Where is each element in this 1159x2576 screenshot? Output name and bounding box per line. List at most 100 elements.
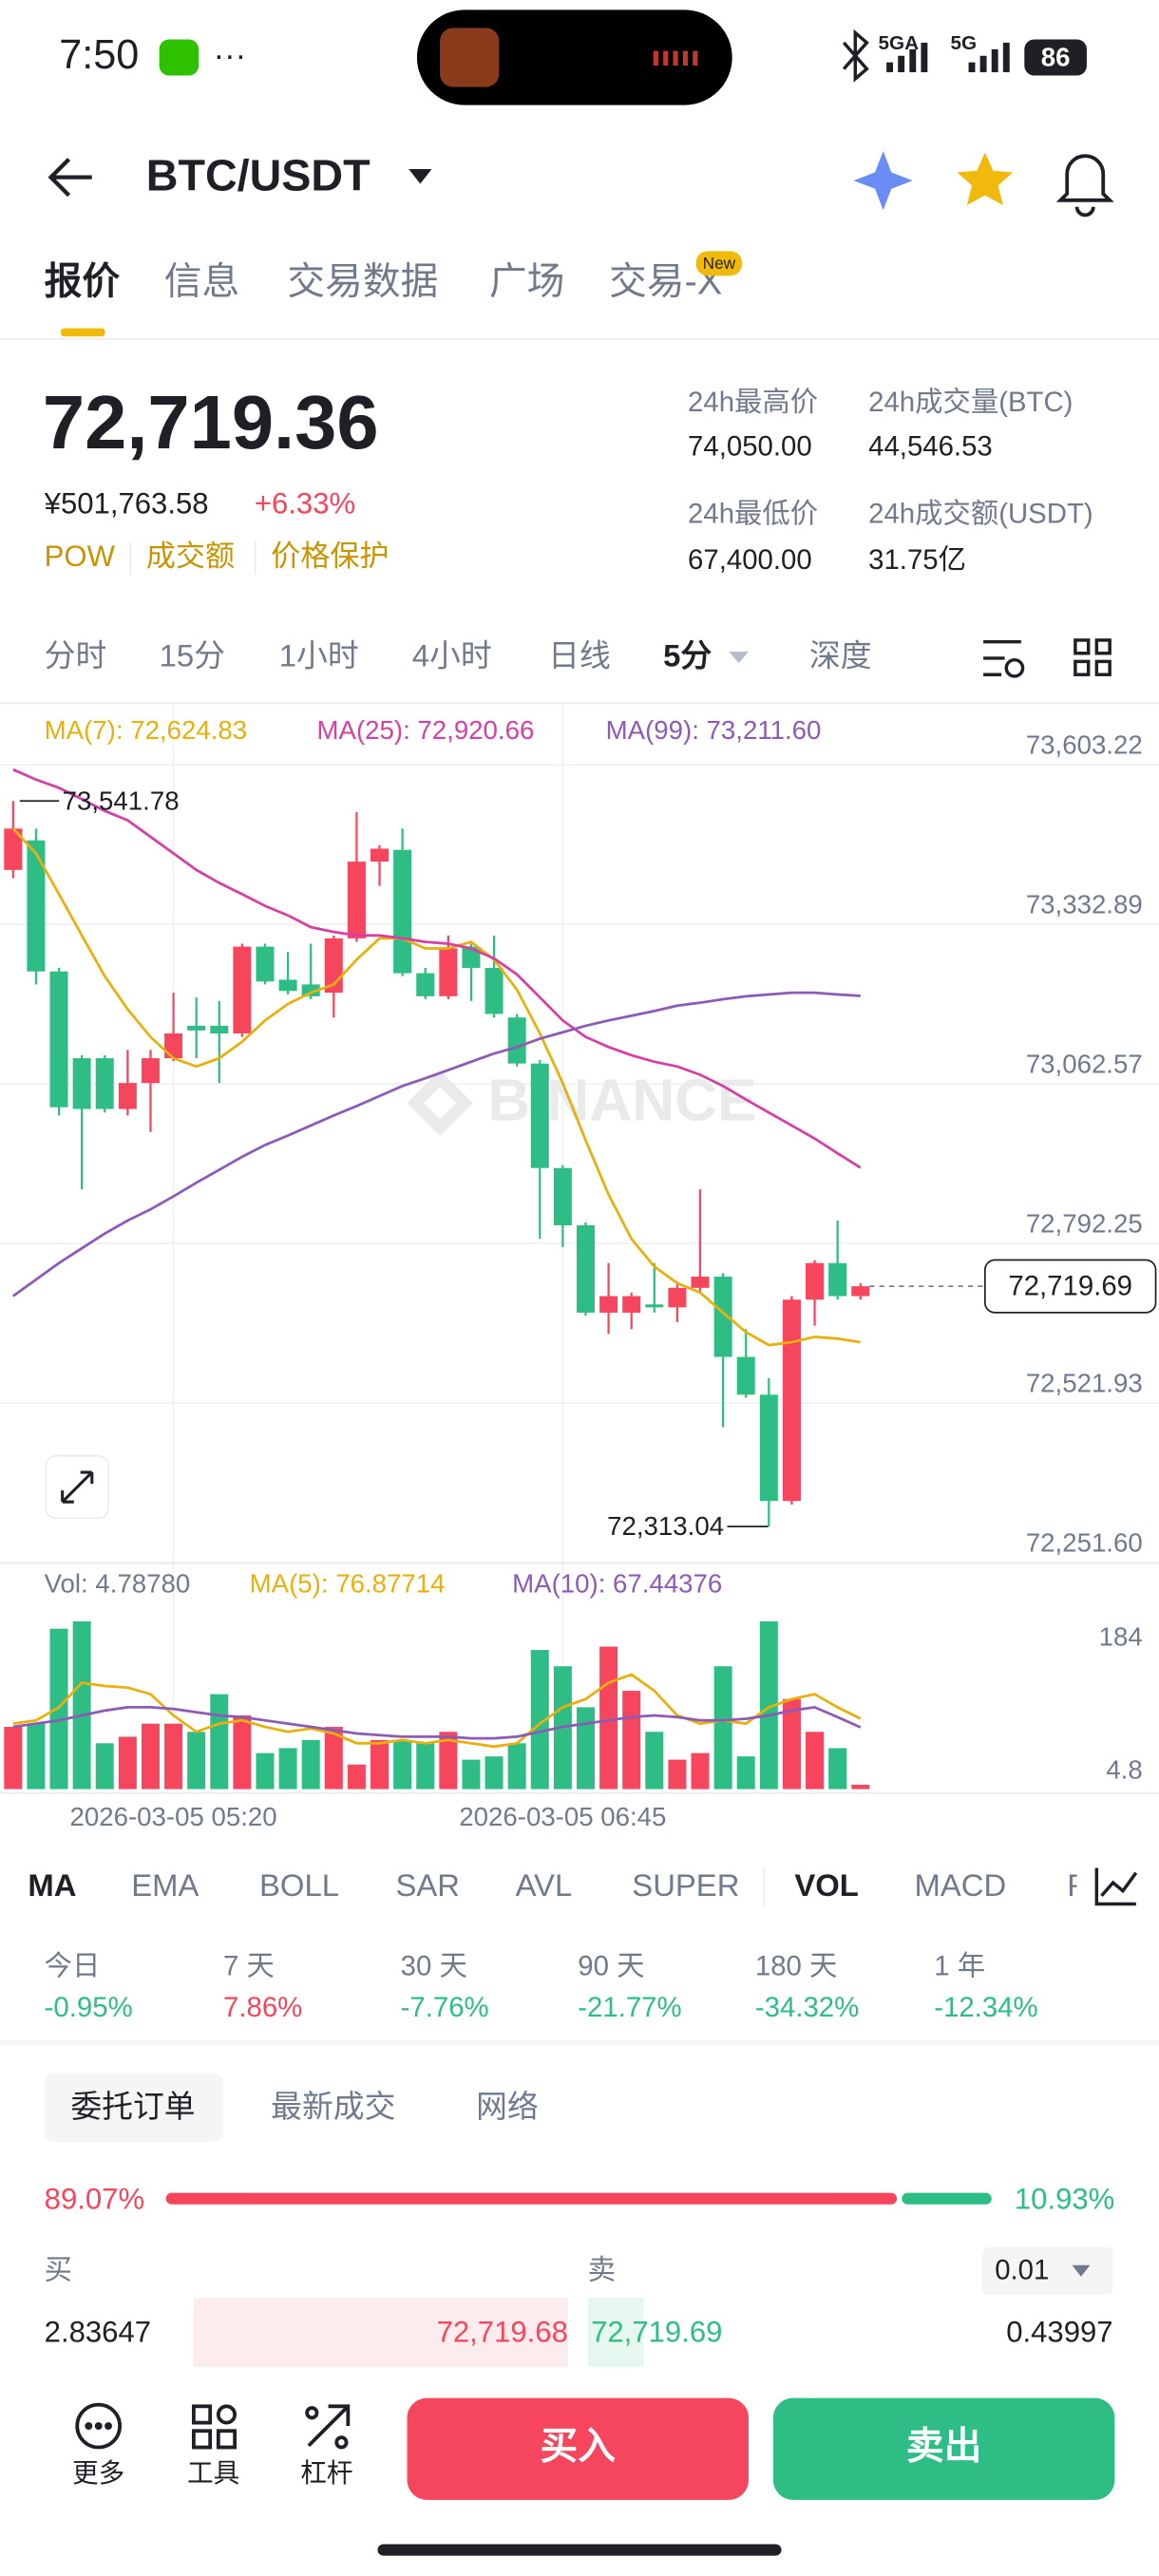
tab[interactable]: 信息 — [164, 260, 239, 302]
sell-button-label[interactable]: 卖出 — [906, 2426, 981, 2468]
vol-ma-legend: MA(10): 67.44376 — [512, 1569, 722, 1599]
new-badge — [695, 251, 743, 276]
tag[interactable]: POW — [45, 540, 116, 573]
candle-body — [828, 1262, 847, 1297]
sell-header: 卖 — [588, 2254, 616, 2285]
indicator[interactable]: EMA — [131, 1867, 199, 1903]
volume-bar — [49, 1628, 68, 1790]
tab[interactable]: 报价 — [45, 260, 121, 302]
ai-button[interactable] — [853, 150, 913, 211]
tag[interactable]: 成交额 — [146, 540, 235, 573]
tag-sep — [129, 541, 132, 575]
buy-button-label[interactable]: 买入 — [541, 2426, 617, 2468]
last-price: 72,719.36 — [43, 380, 379, 464]
divider — [0, 1792, 1159, 1794]
interval-active[interactable]: 5分 — [663, 638, 712, 673]
more-label[interactable]: 更多 — [72, 2458, 124, 2488]
y-tick-label: 73,603.22 — [1026, 729, 1143, 759]
candle-body — [507, 1017, 526, 1064]
volume-bar — [668, 1759, 687, 1790]
last-price-box — [983, 1259, 1157, 1314]
favorite-button[interactable] — [957, 152, 1014, 206]
vol-legend: Vol: 4.78780 — [45, 1569, 191, 1599]
alert-button[interactable] — [1055, 154, 1114, 218]
candle-body — [668, 1287, 687, 1308]
perf-value: -12.34% — [934, 1992, 1037, 2023]
indicator[interactable]: SAR — [395, 1867, 460, 1903]
album-art — [440, 28, 500, 87]
candle-body — [622, 1296, 641, 1313]
candle-body — [347, 862, 366, 938]
order-tab[interactable]: 最新成交 — [271, 2089, 395, 2124]
tab[interactable]: 交易数据 — [287, 260, 438, 302]
tag-sep — [254, 541, 256, 575]
indicator[interactable]: MA — [28, 1867, 76, 1903]
perf-value: -34.32% — [755, 1992, 859, 2023]
volume-bar — [187, 1732, 206, 1790]
ma-legend: MA(7): 72,624.83 — [45, 715, 247, 745]
interval-caret[interactable] — [729, 652, 749, 664]
buy-button[interactable] — [407, 2397, 749, 2500]
leverage-icon[interactable] — [305, 2404, 351, 2450]
tools-label[interactable]: 工具 — [187, 2458, 239, 2488]
expand-icon[interactable] — [61, 1470, 94, 1504]
tag[interactable]: 价格保护 — [271, 540, 389, 573]
wave — [653, 50, 698, 66]
more-icon[interactable] — [75, 2402, 123, 2450]
candle-body — [95, 1058, 114, 1109]
chart-settings-button[interactable] — [983, 639, 1025, 678]
indicator[interactable]: SUPER — [632, 1867, 739, 1903]
volume-bar — [416, 1743, 435, 1790]
candle-body — [439, 948, 458, 996]
perf-value: -7.76% — [401, 1992, 489, 2023]
pair-caret[interactable] — [408, 168, 432, 184]
low-label: 72,313.04 — [607, 1511, 724, 1541]
indicator[interactable]: AVL — [516, 1867, 573, 1903]
volume-bar — [324, 1727, 343, 1790]
layout-button[interactable] — [1074, 638, 1112, 676]
candle-body — [851, 1286, 870, 1297]
interval[interactable]: 日线 — [548, 638, 611, 673]
more-dots: ··· — [214, 38, 247, 74]
volume-bar — [118, 1736, 137, 1790]
candle-body — [210, 1025, 229, 1033]
tools-icon[interactable] — [192, 2404, 238, 2450]
signal-1 — [886, 42, 928, 73]
interval[interactable]: 15分 — [160, 638, 225, 673]
stat-value: 67,400.00 — [688, 544, 812, 576]
ma-legend: MA(99): 73,211.60 — [606, 715, 822, 745]
divider — [0, 337, 1159, 340]
volume-bar — [507, 1743, 526, 1790]
leverage-label[interactable]: 杠杆 — [300, 2458, 352, 2488]
indicator[interactable]: MACD — [915, 1867, 1007, 1903]
back-button[interactable] — [48, 158, 92, 198]
pair-title[interactable]: BTC/USDT — [146, 151, 370, 200]
ask-price: 72,719.69 — [591, 2316, 722, 2349]
stat-label: 24h最低价 — [688, 498, 818, 529]
candle-body — [27, 840, 46, 972]
indicator-settings[interactable] — [1094, 1867, 1138, 1906]
tab[interactable]: 广场 — [489, 260, 564, 302]
stat-value: 44,546.53 — [868, 431, 993, 463]
interval[interactable]: 深度 — [809, 638, 872, 673]
order-tab[interactable]: 网络 — [476, 2089, 539, 2124]
x-tick-label: 2026-03-05 06:45 — [459, 1802, 666, 1831]
sell-button[interactable] — [772, 2397, 1115, 2500]
step-select[interactable] — [981, 2246, 1113, 2295]
network-2: 5G — [951, 32, 978, 54]
candle-body — [233, 946, 252, 1033]
indicator[interactable]: VOL — [794, 1867, 858, 1903]
step-value[interactable]: 0.01 — [995, 2254, 1049, 2285]
step-caret[interactable] — [1072, 2264, 1091, 2277]
indicator[interactable]: BOLL — [259, 1867, 339, 1903]
ask-qty: 0.43997 — [1006, 2316, 1112, 2349]
interval[interactable]: 4小时 — [412, 638, 492, 673]
volume-bar — [576, 1707, 595, 1790]
order-tab[interactable]: 委托订单 — [70, 2089, 195, 2124]
sell-ratio: 10.93% — [1015, 2183, 1114, 2216]
interval[interactable]: 分时 — [45, 638, 107, 673]
candle-body — [118, 1083, 137, 1109]
interval[interactable]: 1小时 — [279, 638, 359, 673]
ma-line — [12, 991, 861, 1297]
